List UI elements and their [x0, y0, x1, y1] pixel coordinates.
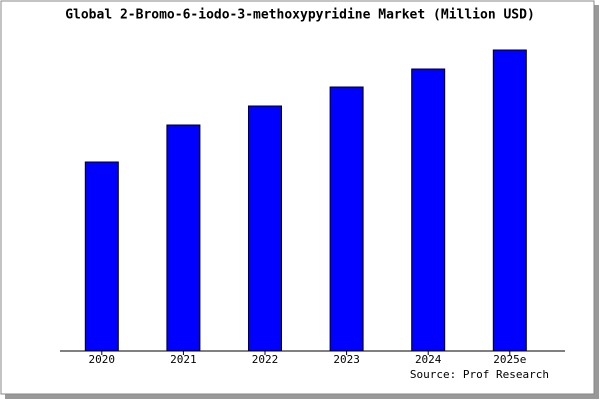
- x-tick-label: 2023: [333, 353, 360, 366]
- x-tick-label: 2025e: [493, 353, 526, 366]
- source-note: Source: Prof Research: [410, 368, 549, 381]
- bar: [84, 161, 119, 352]
- bar: [411, 68, 446, 352]
- chart-title: Global 2-Bromo-6-iodo-3-methoxypyridine …: [65, 8, 535, 23]
- x-tick-label: 2022: [252, 353, 279, 366]
- bar: [492, 49, 527, 352]
- bar: [329, 86, 364, 352]
- bar: [248, 105, 282, 352]
- x-tick-label: 2020: [89, 353, 116, 366]
- x-tick-label: 2021: [170, 353, 197, 366]
- bar: [166, 124, 201, 352]
- x-tick-label: 2024: [415, 353, 442, 366]
